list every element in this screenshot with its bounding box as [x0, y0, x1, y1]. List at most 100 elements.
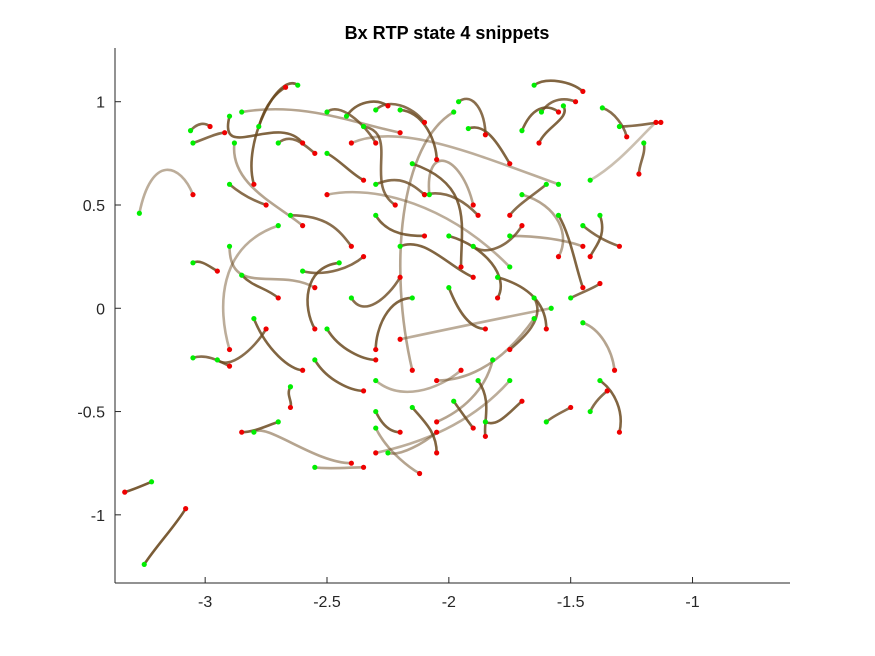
trajectory-line: [289, 214, 353, 248]
trajectory-line: [350, 275, 402, 308]
trajectory-end-point: [397, 429, 403, 435]
trajectory-start-point: [494, 274, 501, 280]
trajectory-end-point: [373, 357, 379, 363]
trajectory-line: [374, 214, 426, 238]
trajectory-line: [398, 243, 475, 279]
trajectory-start-point: [568, 295, 574, 301]
trajectory-line: [374, 426, 421, 475]
trajectory-end-point: [421, 192, 428, 198]
trajectory-line: [435, 317, 536, 382]
trajectory-start-point: [587, 177, 593, 183]
trajectory-start-point: [409, 161, 415, 167]
trajectory-line: [123, 480, 153, 494]
trajectory-start-point: [543, 419, 549, 425]
trajectory-end-point: [397, 274, 403, 280]
trajectory-start-point: [275, 419, 281, 425]
trajectory-end-point: [507, 161, 513, 167]
trajectory-end-point: [572, 99, 579, 105]
trajectory-line: [398, 108, 438, 161]
trajectory-start-point: [373, 425, 379, 431]
trajectory-start-point: [214, 357, 220, 363]
trajectory-end-point: [397, 130, 403, 136]
trajectory-start-point: [239, 272, 245, 278]
y-tick-label: -0.5: [77, 405, 105, 422]
trajectory-end-point: [458, 264, 464, 270]
trajectory-start-point: [239, 109, 245, 115]
trajectory-start-point: [482, 419, 488, 425]
trajectory-line: [410, 406, 438, 455]
trajectory-end-point: [611, 367, 618, 373]
trajectory-end-point: [226, 363, 233, 369]
trajectory-end-point: [207, 123, 213, 130]
trajectory-start-point: [555, 181, 562, 187]
trajectory-start-point: [531, 295, 537, 301]
trajectory-end-point: [494, 295, 501, 301]
trajectory-line: [189, 122, 212, 132]
trajectory-line: [435, 358, 495, 424]
trajectory-line: [588, 389, 609, 413]
trajectory-start-point: [531, 82, 537, 88]
trajectory-line: [325, 190, 512, 269]
trajectory-end-point: [312, 326, 318, 332]
trajectory-end-point: [360, 464, 367, 470]
trajectory-line: [226, 114, 304, 145]
trajectory-line: [250, 82, 300, 186]
trajectory-end-point: [434, 450, 440, 456]
trajectory-start-point: [409, 295, 415, 301]
trajectory-start-point: [148, 479, 155, 485]
x-tick-label: -1: [685, 594, 699, 611]
trajectory-end-point: [214, 268, 220, 274]
trajectory-start-point: [226, 243, 233, 249]
trajectory-line: [240, 420, 280, 434]
trajectory-end-point: [624, 134, 630, 140]
trajectory-end-point: [616, 429, 623, 435]
trajectory-line: [142, 507, 187, 566]
trajectory-end-point: [470, 274, 476, 280]
trajectory-line: [276, 137, 317, 155]
trajectory-start-point: [538, 109, 545, 115]
trajectory-start-point: [190, 140, 196, 146]
trajectory-start-point: [373, 377, 379, 384]
trajectory-end-point: [300, 140, 306, 146]
trajectory-end-point: [568, 404, 574, 411]
trajectory-start-point: [312, 464, 318, 470]
trajectory-line: [191, 131, 226, 145]
trajectory-start-point: [136, 210, 142, 216]
trajectory-start-point: [426, 192, 432, 198]
trajectory-end-point: [616, 243, 623, 249]
trajectory-end-point: [421, 233, 428, 239]
trajectory-end-point: [475, 212, 481, 218]
trajectory-line: [386, 430, 438, 455]
trajectory-start-point: [336, 260, 342, 266]
trajectory-end-point: [543, 326, 549, 332]
trajectory-start-point: [397, 107, 403, 113]
trajectory-line: [508, 183, 548, 217]
trajectory-end-point: [373, 346, 379, 353]
trajectory-end-point: [421, 119, 428, 125]
trajectory-start-point: [385, 450, 391, 456]
trajectory-start-point: [548, 305, 554, 311]
trajectory-end-point: [222, 130, 228, 136]
trajectory-end-point: [470, 202, 476, 208]
trajectory-end-point: [360, 177, 367, 183]
trajectory-line: [362, 125, 397, 207]
trajectory-end-point: [458, 367, 464, 373]
trajectory-line: [313, 358, 365, 393]
trajectory-end-point: [519, 398, 525, 404]
trajectory-start-point: [599, 105, 605, 111]
trajectory-line: [228, 183, 268, 207]
trajectory-line: [508, 234, 585, 248]
trajectory-start-point: [190, 355, 196, 361]
x-tick-label: -2: [442, 594, 456, 611]
trajectory-line: [325, 327, 378, 362]
trajectory-line: [588, 121, 658, 182]
trajectory-start-point: [343, 113, 350, 119]
trajectory-line: [240, 273, 280, 300]
trajectory-start-point: [519, 192, 525, 198]
trajectory-start-point: [451, 398, 457, 404]
y-tick-label: 0: [96, 301, 105, 318]
trajectory-end-point: [482, 433, 488, 439]
trajectory-line: [257, 85, 287, 128]
trajectory-start-point: [324, 326, 330, 332]
